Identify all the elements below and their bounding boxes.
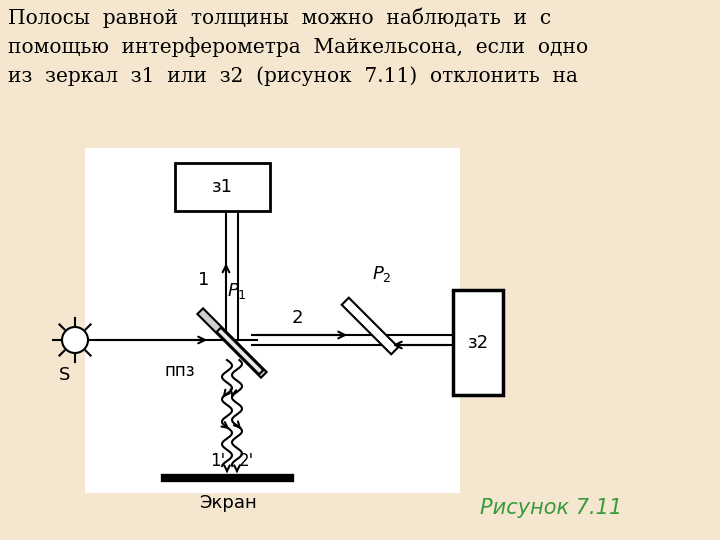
Text: Экран: Экран xyxy=(199,494,256,512)
Text: $P_1$: $P_1$ xyxy=(227,281,247,301)
Text: Рисунок 7.11: Рисунок 7.11 xyxy=(480,498,622,518)
Text: $P_2$: $P_2$ xyxy=(372,264,392,284)
Polygon shape xyxy=(342,298,398,354)
Bar xyxy=(175,163,270,211)
Text: ппз: ппз xyxy=(165,362,195,380)
Text: з1: з1 xyxy=(212,178,233,196)
Text: 2': 2' xyxy=(238,452,253,470)
Bar xyxy=(85,148,460,493)
Text: 2: 2 xyxy=(292,309,302,327)
Text: 1': 1' xyxy=(210,452,225,470)
Text: Полосы  равной  толщины  можно  наблюдать  и  с
помощью  интерферометра  Майкель: Полосы равной толщины можно наблюдать и … xyxy=(8,8,588,85)
Polygon shape xyxy=(197,308,266,377)
Bar xyxy=(453,290,503,395)
Circle shape xyxy=(62,327,88,353)
Text: 1: 1 xyxy=(198,271,210,289)
Polygon shape xyxy=(217,328,264,374)
Text: S: S xyxy=(59,366,71,384)
Text: з2: з2 xyxy=(467,334,489,352)
